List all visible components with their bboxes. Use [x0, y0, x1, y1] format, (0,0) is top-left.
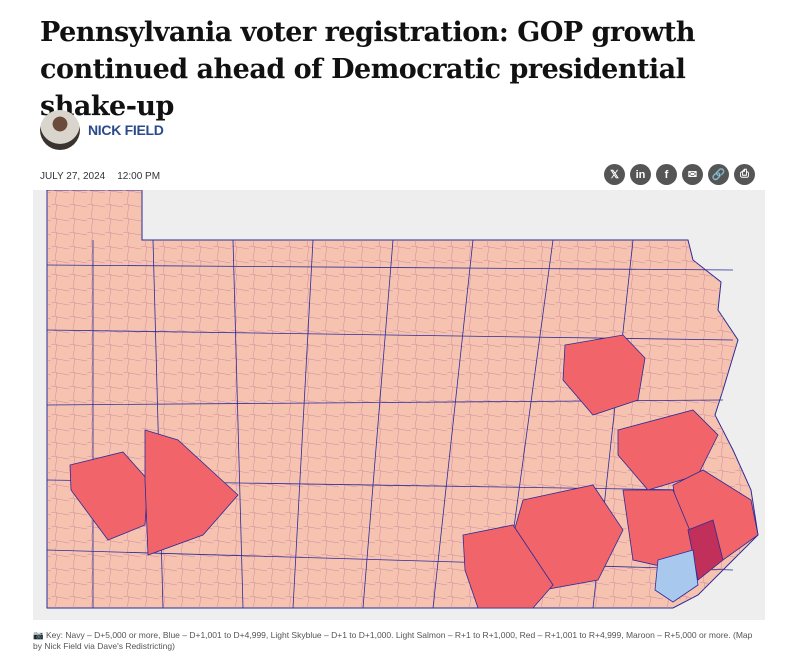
email-icon[interactable]: ✉ — [682, 164, 703, 185]
county-allegheny — [69, 451, 149, 541]
print-icon[interactable]: ⎙ — [734, 164, 755, 185]
facebook-icon[interactable]: f — [656, 164, 677, 185]
time: 12:00 PM — [117, 171, 161, 182]
county-lancaster — [462, 524, 554, 609]
headline: Pennsylvania voter registration: GOP gro… — [40, 17, 696, 122]
camera-icon: 📷 — [33, 630, 46, 640]
red-counties — [69, 334, 759, 609]
publish-date: JULY 27, 2024 12:00 PM — [40, 171, 172, 182]
caption-text: Key: Navy – D+5,000 or more, Blue – D+1,… — [33, 630, 753, 651]
county-philadelphia — [654, 549, 699, 603]
county-borders — [46, 239, 734, 609]
author-name[interactable]: NICK FIELD — [88, 122, 164, 138]
link-icon[interactable]: 🔗 — [708, 164, 729, 185]
date: JULY 27, 2024 — [40, 171, 106, 182]
author-avatar[interactable] — [40, 110, 80, 150]
map-caption: 📷 Key: Navy – D+5,000 or more, Blue – D+… — [33, 630, 763, 652]
share-bar: 𝕏 in f ✉ 🔗 ⎙ — [604, 164, 755, 185]
county-westmoreland — [144, 429, 239, 556]
map-svg — [46, 189, 759, 609]
voter-registration-map[interactable] — [33, 189, 765, 620]
x-icon[interactable]: 𝕏 — [604, 164, 625, 185]
county-monroe — [562, 334, 646, 416]
linkedin-icon[interactable]: in — [630, 164, 651, 185]
